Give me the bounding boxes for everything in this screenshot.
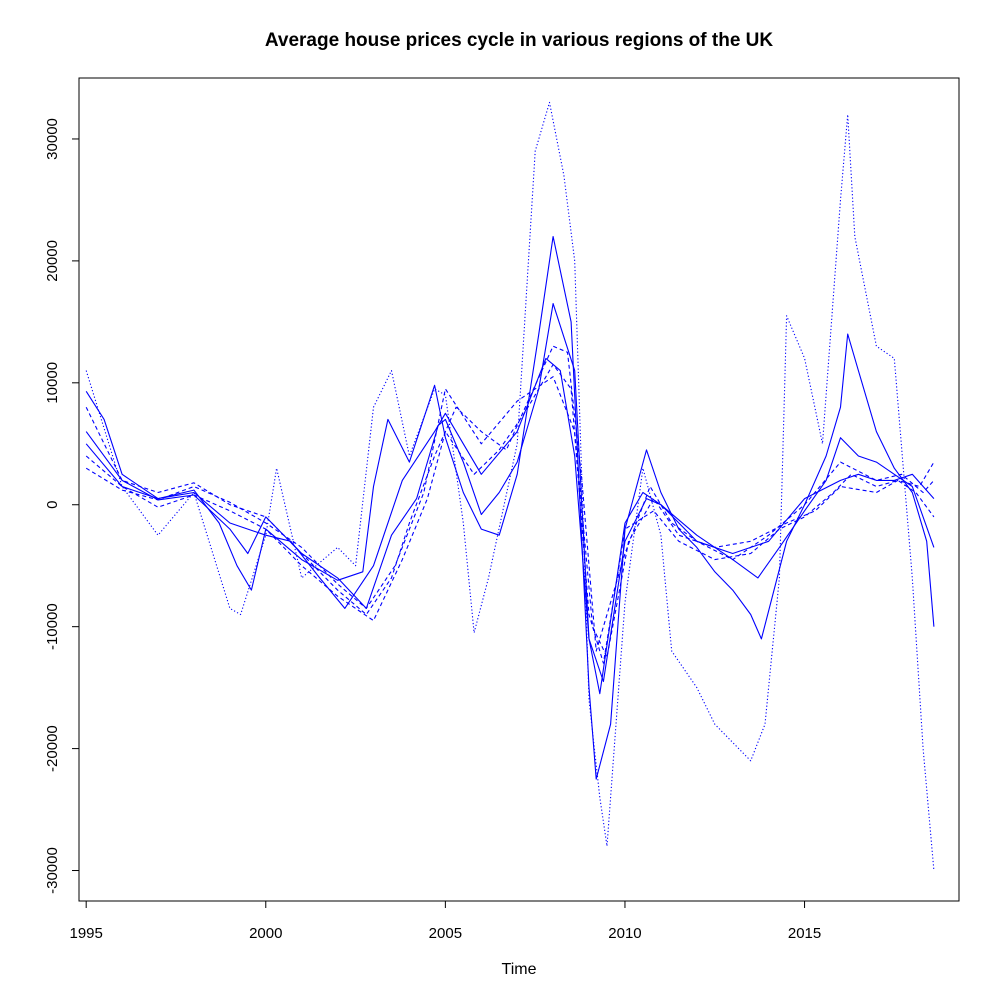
series-line-3 (85, 345, 935, 652)
series-line-5 (85, 376, 935, 658)
x-tick-label-4: 2015 (788, 925, 821, 942)
y-tick-label-5: 20000 (44, 240, 61, 282)
series-line-4 (85, 363, 935, 664)
x-tick-label-3: 2010 (608, 925, 641, 942)
series-line-6 (85, 101, 935, 871)
x-axis: 1995 2000 2005 2010 2015 (69, 901, 821, 942)
series-layer (85, 101, 935, 871)
y-axis: -30000 -20000 -10000 0 10000 20000 30000 (44, 118, 79, 894)
y-tick-label-3: 0 (44, 501, 61, 509)
x-tick-label-1: 2000 (249, 925, 282, 942)
y-tick-label-1: -20000 (44, 725, 61, 772)
x-axis-label: Time (502, 961, 537, 978)
x-tick-label-0: 1995 (69, 925, 102, 942)
plot-frame (78, 77, 960, 902)
x-tick-label-2: 2005 (429, 925, 462, 942)
y-tick-label-2: -10000 (44, 603, 61, 650)
chart-title: Average house prices cycle in various re… (265, 30, 774, 51)
y-tick-label-0: -30000 (44, 847, 61, 894)
y-tick-label-4: 10000 (44, 362, 61, 404)
series-line-2 (85, 357, 935, 683)
y-tick-label-6: 30000 (44, 118, 61, 160)
